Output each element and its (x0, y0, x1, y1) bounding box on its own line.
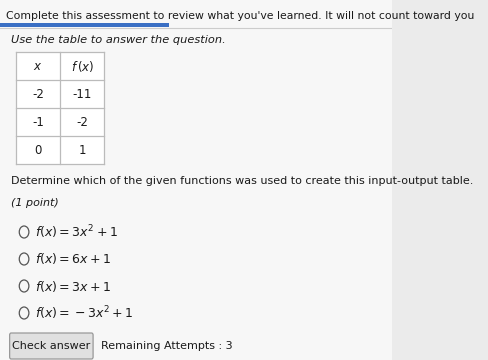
FancyBboxPatch shape (10, 333, 93, 359)
Text: -2: -2 (76, 116, 88, 129)
Text: 0: 0 (35, 144, 42, 157)
Text: $f(x) = 3x^2 + 1$: $f(x) = 3x^2 + 1$ (35, 223, 118, 241)
Text: Check answer: Check answer (12, 341, 90, 351)
Text: Remaining Attempts : 3: Remaining Attempts : 3 (101, 341, 233, 351)
Text: Complete this assessment to review what you've learned. It will not count toward: Complete this assessment to review what … (6, 11, 475, 21)
Text: 1: 1 (79, 144, 86, 157)
Text: $f\,(x)$: $f\,(x)$ (71, 59, 94, 73)
FancyBboxPatch shape (16, 52, 104, 164)
Text: $x$: $x$ (34, 59, 43, 72)
Text: -1: -1 (32, 116, 44, 129)
Text: (1 point): (1 point) (11, 198, 59, 208)
Text: $f(x) = 6x + 1$: $f(x) = 6x + 1$ (35, 252, 112, 266)
Text: -2: -2 (32, 87, 44, 100)
Text: Use the table to answer the question.: Use the table to answer the question. (11, 35, 226, 45)
Text: $f(x) = 3x + 1$: $f(x) = 3x + 1$ (35, 279, 112, 293)
Text: Determine which of the given functions was used to create this input-output tabl: Determine which of the given functions w… (11, 176, 474, 186)
Text: $f(x) = -3x^2 + 1$: $f(x) = -3x^2 + 1$ (35, 304, 134, 322)
Text: -11: -11 (73, 87, 92, 100)
FancyBboxPatch shape (0, 23, 168, 27)
FancyBboxPatch shape (0, 0, 392, 360)
